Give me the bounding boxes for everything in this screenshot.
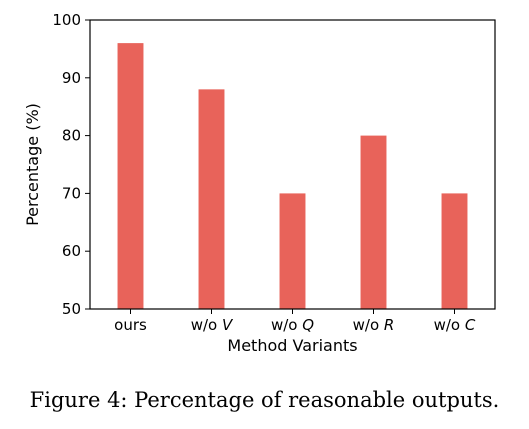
x-axis-label: Method Variants [227, 336, 357, 355]
x-axis-ticks: ours w/o V w/o Q w/o R w/o C [114, 309, 476, 334]
x-tick-label: ours [114, 316, 147, 334]
bar-chart: 50 60 70 80 90 100 ours w/o V w/o Q w/o R w/o C M… [23, 11, 496, 355]
bar-w-o-q [279, 193, 306, 309]
y-axis-label: Percentage (%) [23, 103, 42, 226]
y-tick-label: 70 [62, 184, 81, 202]
y-tick-label: 60 [62, 242, 81, 260]
y-axis-ticks: 50 60 70 80 90 100 [52, 11, 90, 318]
x-tick-label: w/o R [353, 316, 395, 334]
y-tick-label: 80 [62, 127, 81, 145]
bar-w-o-r [360, 135, 387, 309]
bar-w-o-v [198, 89, 225, 309]
bar-w-o-c [441, 193, 468, 309]
bar-ours [117, 43, 144, 310]
y-tick-label: 50 [62, 300, 81, 318]
bars-group [117, 43, 468, 310]
x-tick-label: w/o C [434, 316, 476, 334]
figure-caption: Figure 4: Percentage of reasonable outpu… [29, 388, 500, 412]
x-tick-label: w/o V [191, 316, 234, 334]
y-tick-label: 90 [62, 69, 81, 87]
y-tick-label: 100 [52, 11, 81, 29]
x-tick-label: w/o Q [271, 316, 314, 334]
plot-area-frame [89, 19, 496, 310]
